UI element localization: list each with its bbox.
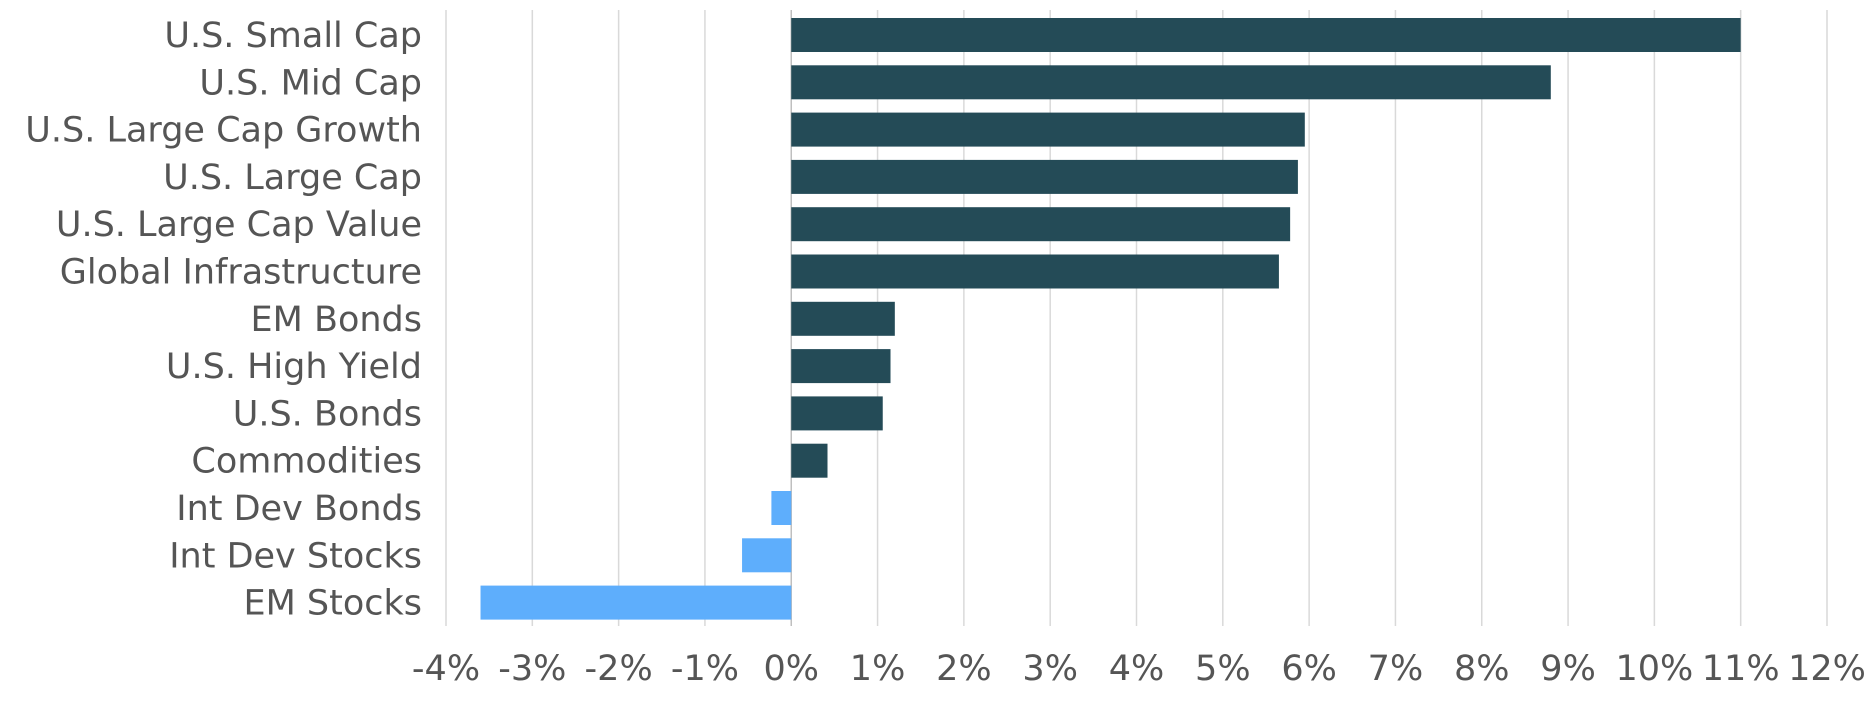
category-labels: U.S. Small Cap U.S. Mid Cap U.S. Large Cap… — [25, 16, 422, 624]
bar — [791, 443, 828, 478]
x-tick-label: 3% — [1022, 649, 1078, 689]
x-tick-label: 0% — [763, 649, 819, 689]
category-label: U.S. Mid Cap — [199, 63, 422, 103]
category-label: U.S. Large Cap — [163, 158, 422, 198]
category-label: Commodities — [191, 442, 422, 482]
x-tick-label: 9% — [1540, 649, 1596, 689]
x-tick-label: 6% — [1281, 649, 1337, 689]
x-tick-label: -2% — [585, 649, 653, 689]
x-tick-label: 10% — [1615, 649, 1693, 689]
category-label: EM Bonds — [251, 300, 423, 340]
bar — [791, 301, 895, 336]
bar — [791, 207, 1291, 242]
x-tick-label: 1% — [850, 649, 906, 689]
bar — [791, 254, 1279, 289]
bar — [791, 65, 1551, 100]
x-tick-label: -4% — [412, 649, 480, 689]
bar — [791, 159, 1298, 194]
x-tick-label: 7% — [1368, 649, 1424, 689]
category-label: U.S. High Yield — [166, 347, 422, 387]
bar — [791, 349, 891, 384]
x-tick-label: 8% — [1454, 649, 1510, 689]
x-tick-label: 5% — [1195, 649, 1251, 689]
bars — [480, 18, 1741, 620]
category-label: EM Stocks — [243, 584, 422, 624]
x-tick-label: 11% — [1702, 649, 1780, 689]
category-label: Global Infrastructure — [60, 253, 422, 293]
bar — [771, 491, 792, 525]
bar — [791, 396, 883, 431]
bar — [742, 538, 792, 573]
bar — [480, 585, 792, 620]
category-label: Int Dev Stocks — [169, 536, 422, 576]
bar — [791, 112, 1305, 147]
x-tick-label: 4% — [1109, 649, 1165, 689]
gridlines — [445, 10, 1828, 626]
category-label: U.S. Large Cap Value — [56, 205, 422, 245]
x-tick-label: -3% — [498, 649, 566, 689]
category-label: U.S. Large Cap Growth — [25, 111, 422, 151]
bar — [791, 18, 1741, 52]
category-label: Int Dev Bonds — [176, 489, 422, 529]
x-axis-tick-labels: -4% -3% -2% -1% 0% 1% 2% 3% 4% 5% 6% 7% 8% 9% 10% 11% 12… — [412, 649, 1866, 689]
category-label: U.S. Small Cap — [164, 16, 422, 56]
x-tick-label: 2% — [936, 649, 992, 689]
category-label: U.S. Bonds — [233, 394, 422, 434]
x-tick-label: -1% — [671, 649, 739, 689]
x-tick-label: 12% — [1788, 649, 1866, 689]
